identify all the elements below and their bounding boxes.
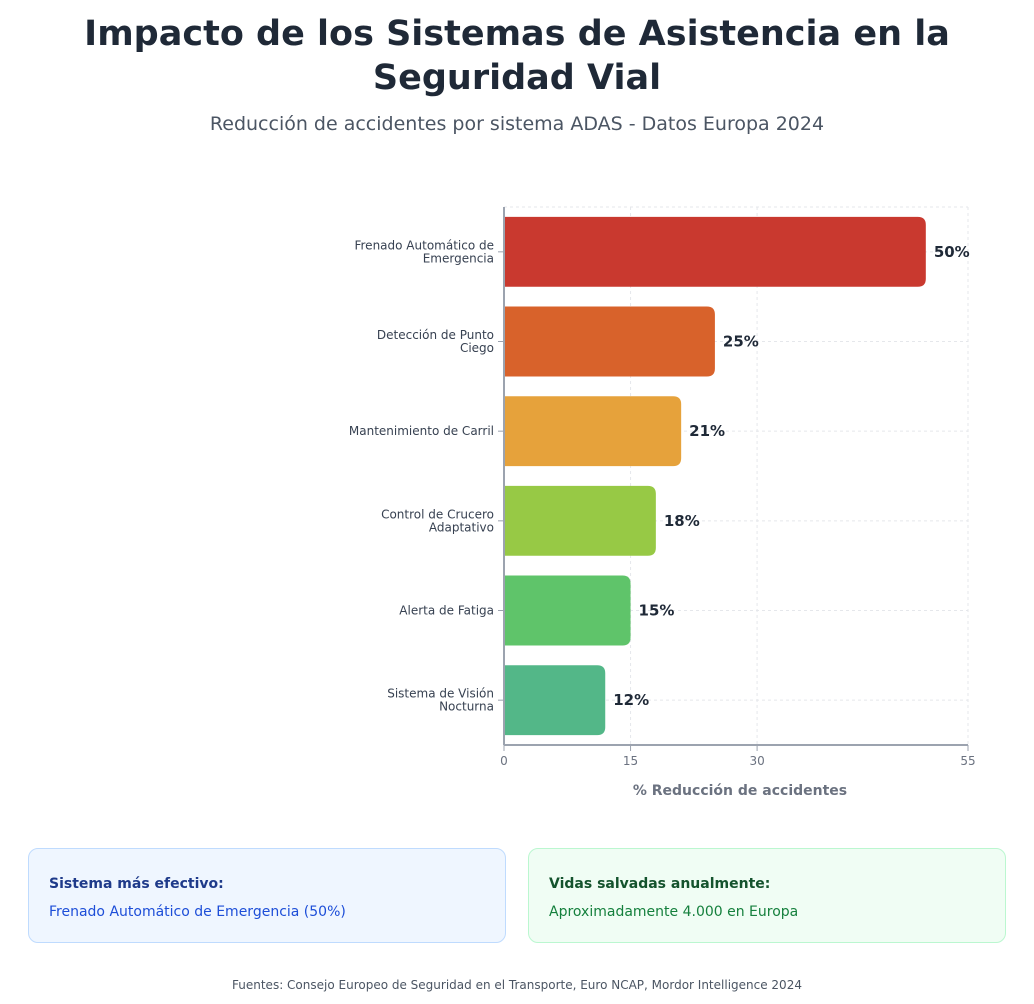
axes — [498, 207, 969, 751]
x-tick-label: 15 — [623, 754, 638, 768]
sources-footer: Fuentes: Consejo Europeo de Seguridad en… — [232, 978, 802, 992]
category-label: Ciego — [460, 341, 494, 355]
bars — [504, 216, 926, 736]
x-tick-label: 55 — [960, 754, 975, 768]
most-effective-text: Frenado Automático de Emergencia (50%) — [49, 904, 346, 920]
bar — [504, 575, 631, 646]
category-label: Detección de Punto — [377, 328, 494, 342]
x-tick-label: 0 — [500, 754, 508, 768]
category-label: Alerta de Fatiga — [399, 604, 494, 618]
x-axis-title: % Reducción de accidentes — [633, 783, 847, 799]
category-label: Frenado Automático de — [354, 238, 494, 252]
category-label: Adaptativo — [429, 520, 494, 534]
lives-saved-title: Vidas salvadas anualmente: — [549, 876, 771, 892]
page-title: Impacto de los Sistemas de Asistencia en… — [84, 14, 950, 98]
x-tick-label: 30 — [749, 754, 764, 768]
most-effective-title: Sistema más efectivo: — [49, 876, 224, 892]
bar-value-label: 18% — [664, 512, 700, 530]
bar — [504, 306, 715, 377]
gridlines — [504, 206, 969, 745]
category-label: Control de Crucero — [381, 507, 494, 521]
page-subtitle: Reducción de accidentes por sistema ADAS… — [209, 113, 825, 135]
bar — [504, 396, 682, 467]
lives-saved-card: Vidas salvadas anualmente: Aproximadamen… — [528, 848, 1006, 943]
bar — [504, 485, 656, 556]
category-label: Emergencia — [423, 251, 494, 265]
bar-value-label: 21% — [689, 422, 725, 440]
category-label: Mantenimiento de Carril — [349, 424, 494, 438]
bar-value-label: 15% — [639, 602, 675, 620]
bar-value-label: 25% — [723, 333, 759, 351]
category-label: Nocturna — [439, 700, 494, 714]
category-label: Sistema de Visión — [387, 687, 494, 701]
bar-value-label: 50% — [934, 243, 970, 261]
lives-saved-text: Aproximadamente 4.000 en Europa — [549, 904, 799, 920]
bar — [504, 665, 606, 736]
most-effective-card: Sistema más efectivo: Frenado Automático… — [28, 848, 506, 943]
bar — [504, 216, 926, 287]
bar-value-label: 12% — [613, 691, 649, 709]
